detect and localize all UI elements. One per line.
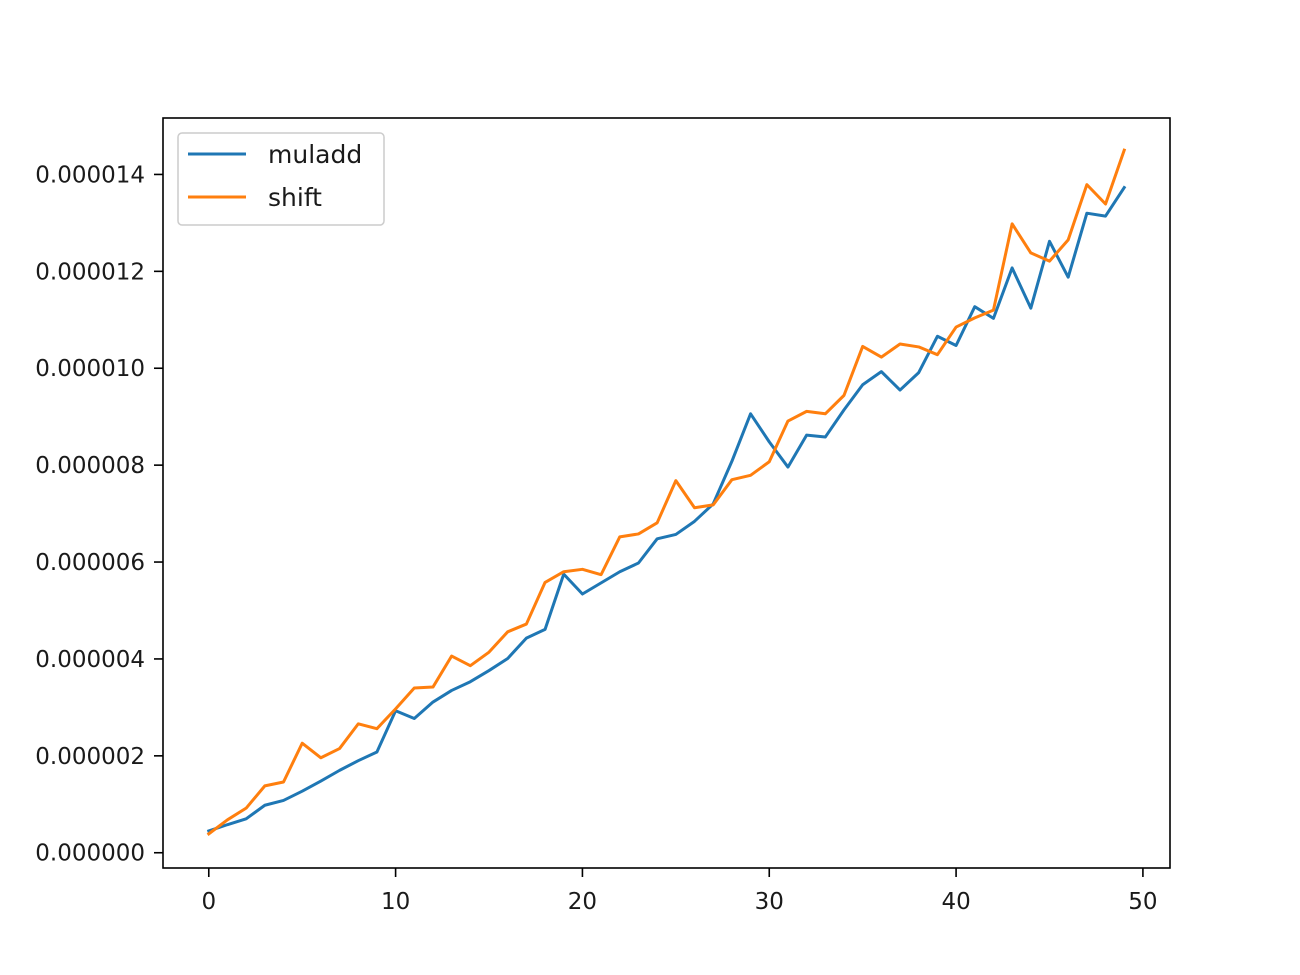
- legend-label-shift: shift: [268, 183, 322, 212]
- y-tick-label: 0.000014: [35, 162, 145, 188]
- x-tick-label: 30: [755, 889, 784, 915]
- y-axis: 0.000000 0.000002 0.000004 0.000006 0.000008…: [35, 162, 163, 867]
- y-tick-label: 0.000000: [35, 841, 145, 867]
- plot-frame: [162, 117, 1171, 869]
- x-tick-label: 20: [568, 889, 597, 915]
- x-tick-label: 50: [1128, 889, 1157, 915]
- series-line-muladd: [206, 185, 1127, 833]
- legend: muladd shift: [177, 132, 385, 226]
- legend-label-muladd: muladd: [268, 140, 362, 169]
- x-axis: 0 10 20 30 40 50: [201, 868, 1158, 915]
- series-lines: [206, 148, 1127, 836]
- y-tick-label: 0.000010: [35, 356, 145, 382]
- y-tick-label: 0.000002: [35, 744, 145, 770]
- y-tick-label: 0.000008: [35, 453, 145, 479]
- y-tick-label: 0.000012: [35, 259, 145, 285]
- x-tick-label: 40: [941, 889, 970, 915]
- y-tick-label: 0.000004: [35, 647, 145, 673]
- x-tick-label: 10: [381, 889, 410, 915]
- legend-box: [177, 132, 385, 226]
- series-line-shift: [206, 148, 1127, 836]
- x-tick-label: 0: [201, 889, 216, 915]
- y-tick-label: 0.000006: [35, 550, 145, 576]
